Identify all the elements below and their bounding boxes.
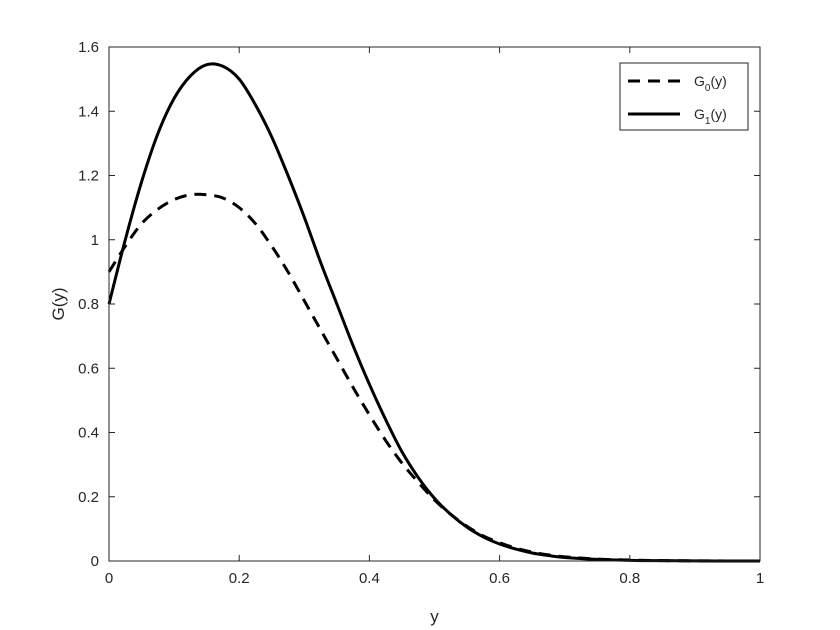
x-tick-label: 0.4 — [359, 570, 380, 587]
legend-label-1: G1(y) — [694, 106, 727, 127]
x-tick-label: 0 — [105, 570, 113, 587]
y-tick-label: 1.6 — [78, 39, 99, 56]
y-tick-label: 1 — [91, 232, 99, 249]
y-axis: 0 0.2 0.4 0.6 0.8 1 1.2 1.4 1.6 — [78, 39, 760, 570]
y-tick-label: 0 — [91, 553, 99, 570]
series-curves — [107, 62, 761, 563]
series-line-1 — [107, 62, 761, 563]
series-line-0 — [107, 192, 761, 563]
y-tick-label: 1.4 — [78, 103, 99, 120]
y-axis-label: G(y) — [49, 287, 68, 320]
y-tick-label: 0.8 — [78, 296, 99, 313]
x-tick-label: 0.6 — [489, 570, 510, 587]
x-tick-label: 1 — [756, 570, 764, 587]
y-tick-label: 0.4 — [78, 425, 99, 442]
plot-area — [109, 47, 760, 561]
y-tick-label: 0.2 — [78, 489, 99, 506]
legend-label-0: G0(y) — [694, 73, 727, 94]
y-tick-label: 0.6 — [78, 360, 99, 377]
x-tick-label: 0.8 — [619, 570, 640, 587]
legend-box — [619, 62, 749, 131]
x-tick-label: 0.2 — [229, 570, 250, 587]
x-axis-label: y — [430, 607, 439, 626]
legend: G0(y) G1(y) — [619, 62, 749, 131]
x-axis: 0 0.2 0.4 0.6 0.8 1 — [105, 47, 764, 587]
y-tick-label: 1.2 — [78, 168, 99, 185]
